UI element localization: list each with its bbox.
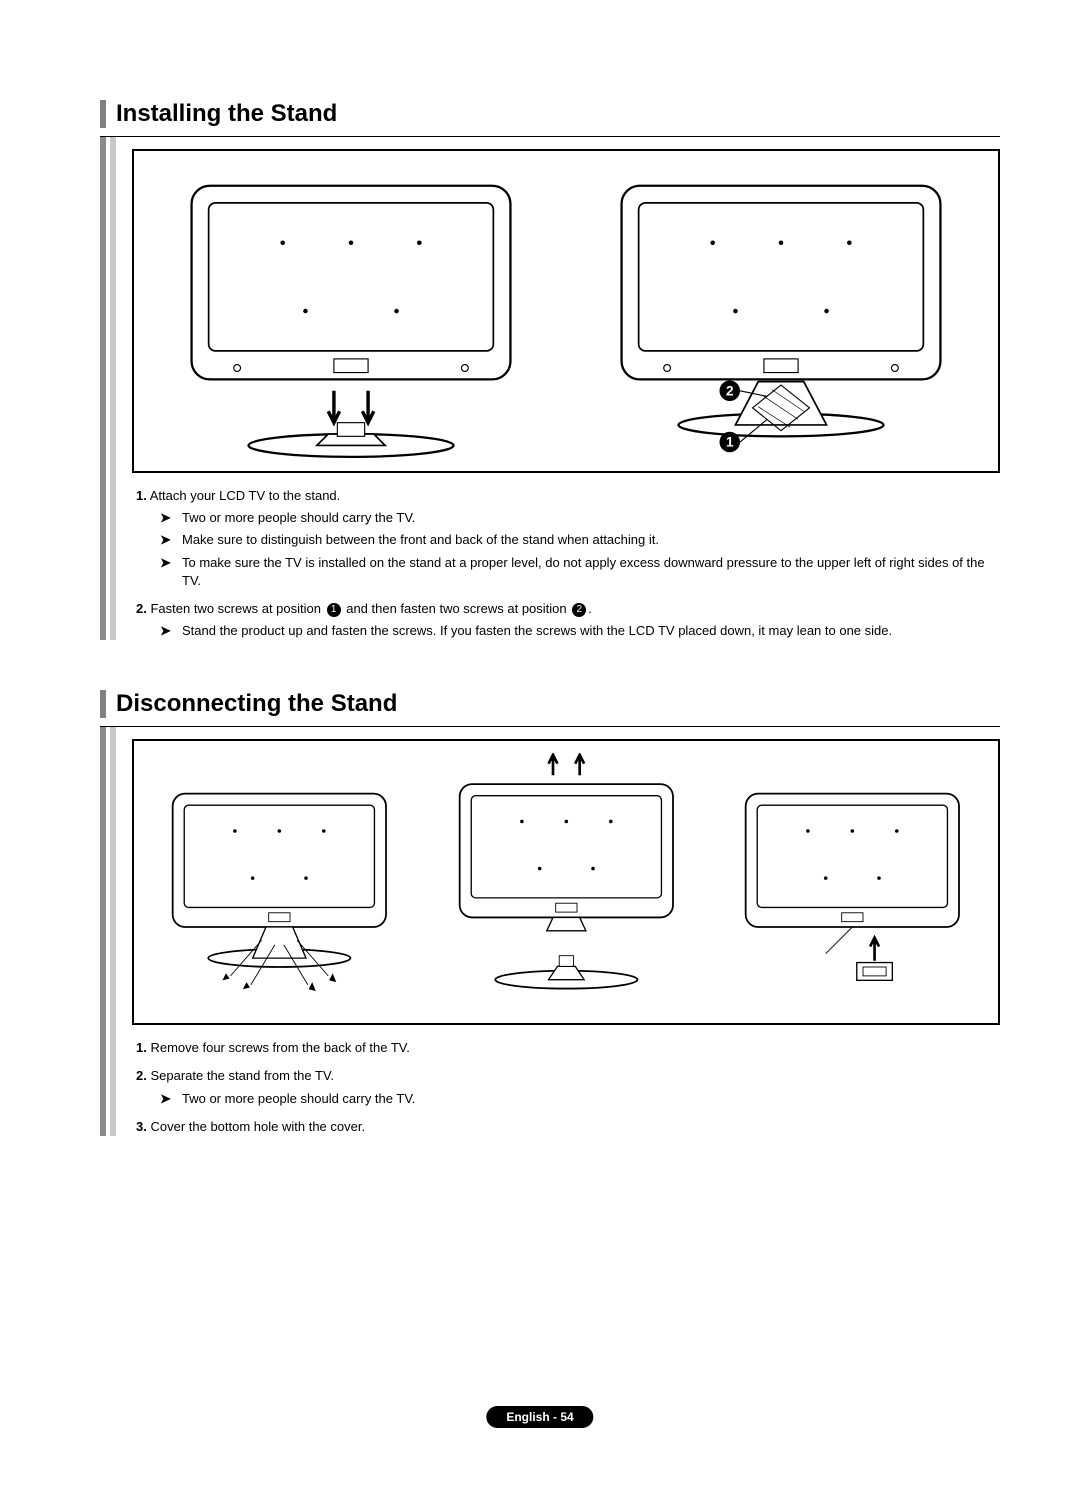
tv-screws-icon: 2 1 (576, 163, 986, 459)
sub-text: Make sure to distinguish between the fro… (182, 531, 659, 549)
section-title-bar (100, 690, 106, 718)
step-number: 1. (136, 488, 147, 503)
step-1: 1. Attach your LCD TV to the stand. ➤ Two… (136, 487, 1000, 590)
figure-panel-2 (433, 753, 700, 1011)
installing-instructions: 1. Attach your LCD TV to the stand. ➤ Two… (136, 487, 1000, 640)
manual-page: Installing the Stand (0, 0, 1080, 1226)
sub-item: ➤ Two or more people should carry the TV. (160, 1090, 1000, 1108)
sub-text: Stand the product up and fasten the scre… (182, 622, 892, 640)
section-body: 2 1 1. Attach your LCD TV to the stand. … (100, 137, 1000, 640)
section-title-bar (100, 100, 106, 128)
sub-arrow-icon: ➤ (160, 531, 174, 549)
svg-text:2: 2 (726, 383, 734, 398)
figure-panel-2: 2 1 (576, 163, 986, 459)
section-title: Installing the Stand (116, 100, 337, 128)
step-text-part: Fasten two screws at position (150, 601, 324, 616)
step-2: 2. Fasten two screws at position 1 and t… (136, 600, 1000, 640)
section-content: 2 1 1. Attach your LCD TV to the stand. … (120, 137, 1000, 640)
section-disconnecting: Disconnecting the Stand (100, 690, 1000, 1136)
disconnecting-instructions: 1. Remove four screws from the back of t… (136, 1039, 1000, 1136)
step-1: 1. Remove four screws from the back of t… (136, 1039, 1000, 1057)
section-body: 1. Remove four screws from the back of t… (100, 727, 1000, 1136)
margin-stripe-dark (100, 727, 106, 1136)
circle-1-icon: 1 (327, 603, 341, 617)
sub-item: ➤ Two or more people should carry the TV. (160, 509, 1000, 527)
step-text-part: and then fasten two screws at position (343, 601, 571, 616)
sub-item: ➤ Make sure to distinguish between the fr… (160, 531, 1000, 549)
sub-item: ➤ Stand the product up and fasten the scr… (160, 622, 1000, 640)
section-content: 1. Remove four screws from the back of t… (120, 727, 1000, 1136)
step-number: 3. (136, 1119, 147, 1134)
step-number: 1. (136, 1040, 147, 1055)
svg-text:1: 1 (726, 435, 734, 450)
figure-panel-1 (146, 163, 556, 459)
section-header: Installing the Stand (100, 100, 1000, 128)
step-number: 2. (136, 601, 147, 616)
tv-remove-screws-icon (146, 767, 413, 998)
page-footer-label: English - 54 (486, 1406, 593, 1428)
step-text: Remove four screws from the back of the … (150, 1040, 409, 1055)
sub-arrow-icon: ➤ (160, 622, 174, 640)
step-3: 3. Cover the bottom hole with the cover. (136, 1118, 1000, 1136)
installing-figure: 2 1 (132, 149, 1000, 473)
margin-stripe-light (110, 727, 116, 1136)
section-title: Disconnecting the Stand (116, 690, 397, 718)
sub-item: ➤To make sure the TV is installed on the… (160, 554, 1000, 590)
disconnecting-figure (132, 739, 1000, 1025)
step-text: Separate the stand from the TV. (150, 1068, 334, 1083)
tv-cover-hole-icon (719, 767, 986, 998)
sub-text: Two or more people should carry the TV. (182, 509, 415, 527)
circle-2-icon: 2 (572, 603, 586, 617)
tv-with-stand-icon (146, 163, 556, 459)
sub-text: Two or more people should carry the TV. (182, 1090, 415, 1108)
figure-panel-1 (146, 767, 413, 998)
step-text-part: . (588, 601, 592, 616)
step-text: Cover the bottom hole with the cover. (150, 1119, 365, 1134)
step-2: 2. Separate the stand from the TV. ➤ Two … (136, 1067, 1000, 1107)
tv-separate-stand-icon (433, 753, 700, 1011)
sub-text: To make sure the TV is installed on the … (182, 554, 1000, 590)
sub-arrow-icon: ➤ (160, 509, 174, 527)
section-header: Disconnecting the Stand (100, 690, 1000, 718)
step-text: Attach your LCD TV to the stand. (150, 488, 341, 503)
figure-panel-3 (719, 767, 986, 998)
section-installing: Installing the Stand (100, 100, 1000, 640)
margin-stripe-dark (100, 137, 106, 640)
margin-stripe-light (110, 137, 116, 640)
sub-arrow-icon: ➤ (160, 1090, 174, 1108)
sub-arrow-icon: ➤ (160, 554, 174, 590)
step-number: 2. (136, 1068, 147, 1083)
